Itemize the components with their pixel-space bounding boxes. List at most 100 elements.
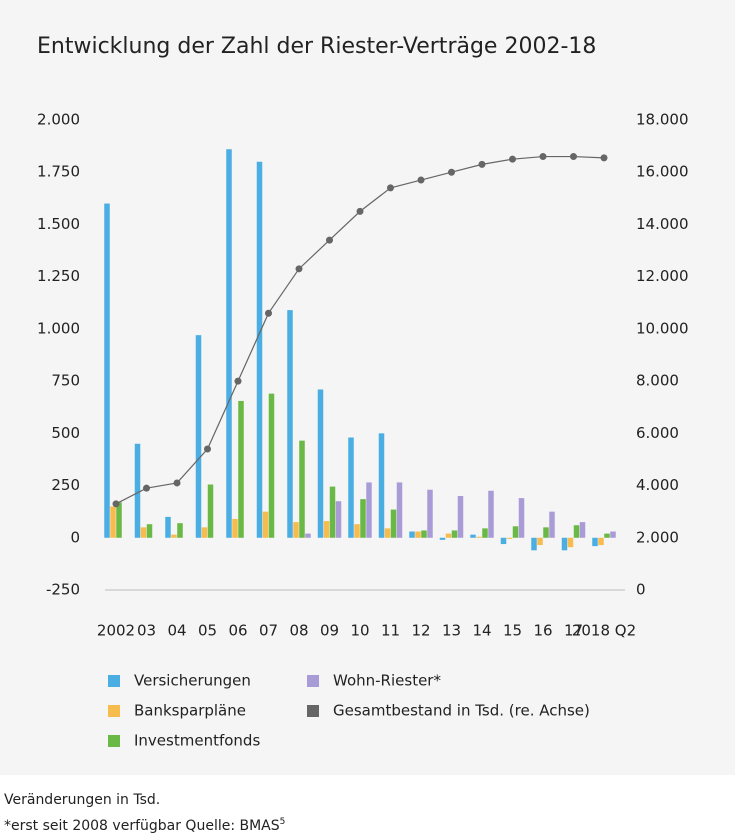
bar: [445, 533, 452, 538]
y2-tick-label: 2.000: [636, 528, 679, 546]
bar: [201, 527, 208, 538]
bar: [354, 524, 360, 538]
legend-swatch: [307, 705, 319, 717]
bar: [366, 482, 372, 538]
x-tick-label: 10: [350, 622, 369, 640]
bar: [415, 531, 421, 538]
bar: [177, 523, 183, 538]
legend-swatch: [108, 735, 120, 747]
note: Veränderungen in Tsd.: [4, 792, 160, 808]
bar: [329, 486, 336, 538]
bar: [482, 528, 488, 538]
y-tick-label: 500: [51, 424, 80, 442]
x-tick-label: 08: [289, 622, 308, 640]
bar: [439, 537, 446, 540]
x-tick-label: 12: [411, 622, 430, 640]
bar: [104, 203, 110, 538]
bar: [256, 161, 263, 538]
line-point: [204, 445, 211, 453]
x-tick-label: 2002: [97, 622, 135, 640]
bar: [604, 533, 610, 538]
line-point: [600, 154, 608, 162]
y2-tick-label: 16.000: [636, 163, 689, 181]
bar: [116, 502, 122, 538]
legend-swatch: [108, 705, 120, 717]
bar: [506, 537, 513, 539]
x-tick-label: 11: [381, 622, 400, 640]
y-tick-label: -250: [46, 581, 80, 599]
y-tick-label: 1.750: [37, 163, 80, 181]
bar: [567, 537, 574, 548]
line-point: [509, 155, 516, 163]
x-tick-label: 07: [259, 622, 278, 640]
bar: [396, 482, 403, 538]
bar: [323, 521, 330, 538]
legend-label: Banksparpläne: [134, 702, 246, 720]
y2-tick-label: 18.000: [636, 111, 689, 129]
line-point: [143, 484, 150, 492]
bar: [573, 525, 580, 538]
y2-tick-label: 14.000: [636, 215, 689, 233]
line-point: [112, 500, 120, 508]
y-tick-label: 2.000: [37, 111, 80, 129]
bar: [171, 534, 177, 538]
bar: [238, 400, 244, 538]
line-point: [478, 160, 486, 168]
y2-tick-label: 0: [636, 581, 646, 599]
bar: [268, 393, 275, 538]
bar: [110, 506, 116, 538]
x-tick-label: 05: [198, 622, 217, 640]
y-tick-label: 750: [51, 372, 80, 390]
line-point: [173, 479, 181, 487]
x-tick-label: 15: [503, 622, 522, 640]
bar: [561, 537, 568, 551]
x-tick-label: 17: [564, 622, 583, 640]
x-tick-label: 06: [228, 622, 247, 640]
x-tick-label: 2018 Q2: [572, 622, 636, 640]
line-point: [265, 309, 272, 317]
bar: [592, 537, 598, 547]
y2-tick-label: 12.000: [636, 267, 689, 285]
y2-tick-label: 8.000: [636, 372, 679, 390]
bar: [165, 516, 171, 538]
line-point: [417, 176, 425, 184]
legend-swatch: [108, 675, 120, 687]
bar: [537, 537, 543, 546]
y-tick-label: 1.250: [37, 267, 80, 285]
bar: [146, 524, 153, 538]
y-tick-label: 0: [70, 528, 80, 546]
bar: [335, 501, 342, 538]
line-point: [387, 184, 394, 192]
y-tick-label: 1.500: [37, 215, 80, 233]
legend-label: Gesamtbestand in Tsd. (re. Achse): [333, 702, 590, 720]
line-point: [295, 265, 303, 273]
bar: [262, 511, 269, 538]
bar: [232, 518, 238, 538]
x-tick-label: 13: [442, 622, 461, 640]
x-tick-label: 09: [320, 622, 339, 640]
source-ref: 5: [280, 817, 286, 827]
y2-tick-label: 4.000: [636, 476, 679, 494]
bar: [299, 440, 305, 538]
x-tick-label: 14: [472, 622, 491, 640]
bar: [531, 537, 537, 551]
source-text: *erst seit 2008 verfügbar Quelle: BMAS: [4, 818, 280, 834]
y2-tick-label: 6.000: [636, 424, 679, 442]
bar: [207, 484, 214, 538]
x-tick-label: 16: [533, 622, 552, 640]
bar: [476, 536, 482, 538]
bar: [390, 509, 397, 538]
line-point: [448, 168, 455, 176]
legend-label: Investmentfonds: [134, 732, 260, 750]
bar: [134, 443, 141, 538]
bar: [549, 511, 555, 538]
bar: [500, 537, 507, 545]
y-tick-label: 250: [51, 476, 80, 494]
bar: [360, 499, 366, 538]
bar: [610, 531, 616, 538]
y-tick-label: 1.000: [37, 319, 80, 337]
bar: [293, 522, 299, 538]
chart-title: Entwicklung der Zahl der Riester-Verträg…: [37, 34, 596, 59]
bar: [421, 530, 427, 538]
